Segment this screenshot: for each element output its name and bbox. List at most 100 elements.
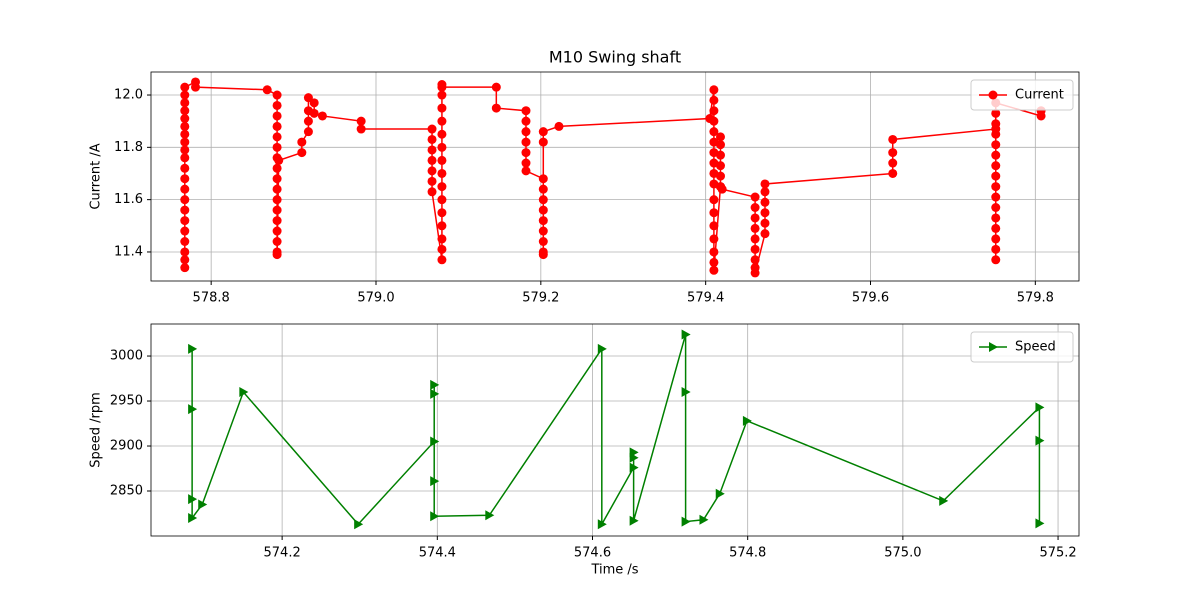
marker [180, 90, 190, 100]
marker [272, 226, 282, 236]
marker [272, 205, 282, 215]
marker [939, 495, 949, 506]
marker [430, 476, 440, 487]
marker [191, 82, 201, 92]
legend-box [970, 79, 1074, 111]
marker [262, 85, 272, 95]
marker [437, 103, 447, 113]
marker [180, 145, 190, 155]
marker [750, 213, 760, 223]
marker [538, 184, 548, 194]
legend-label: Speed [1015, 340, 1056, 355]
marker [991, 192, 1001, 202]
x-tick-label: 579.6 [852, 291, 889, 306]
marker [303, 127, 313, 137]
y-tick-label: 2850 [110, 484, 143, 499]
x-tick-label: 574.2 [264, 546, 301, 561]
marker [750, 244, 760, 254]
marker [188, 494, 198, 505]
y-tick-label: 11.4 [114, 244, 143, 259]
marker [437, 221, 447, 231]
marker [991, 129, 1001, 139]
marker [180, 82, 190, 92]
y-axis-label: Speed /rpm [89, 392, 104, 468]
marker [272, 100, 282, 110]
marker [180, 153, 190, 163]
marker [991, 244, 1001, 254]
marker [427, 124, 437, 134]
marker [717, 184, 727, 194]
y-tick-label: 12.0 [114, 88, 143, 103]
x-axis-label: Time /s [590, 563, 638, 578]
marker [538, 226, 548, 236]
marker [427, 176, 437, 186]
marker [750, 223, 760, 233]
marker [272, 111, 282, 121]
marker [303, 93, 313, 103]
marker [538, 195, 548, 205]
x-tick-label: 574.4 [419, 546, 456, 561]
marker [750, 192, 760, 202]
marker [521, 137, 531, 147]
marker [427, 166, 437, 176]
chart-title: M10 Swing shaft [549, 48, 681, 67]
marker [715, 161, 725, 171]
marker [188, 343, 198, 354]
marker [521, 158, 531, 168]
marker [180, 195, 190, 205]
marker [681, 329, 691, 340]
marker [427, 145, 437, 155]
marker [750, 268, 760, 278]
marker [760, 229, 770, 239]
marker [991, 140, 1001, 150]
marker [272, 142, 282, 152]
marker [538, 237, 548, 247]
marker [437, 234, 447, 244]
marker [991, 234, 1001, 244]
marker [437, 168, 447, 178]
marker [709, 208, 719, 218]
marker [709, 95, 719, 105]
marker [991, 171, 1001, 181]
marker [1035, 435, 1045, 446]
marker [430, 436, 440, 447]
marker [427, 134, 437, 144]
marker [180, 106, 190, 116]
marker [888, 134, 898, 144]
marker [356, 124, 366, 134]
marker [538, 250, 548, 260]
marker [437, 208, 447, 218]
y-axis-label: Current /A [89, 143, 104, 209]
marker [437, 244, 447, 254]
marker [430, 379, 440, 390]
marker [991, 150, 1001, 160]
marker [629, 515, 639, 526]
marker [709, 116, 719, 126]
marker [437, 155, 447, 165]
marker [991, 108, 1001, 118]
marker [430, 511, 440, 522]
legend-marker [989, 342, 998, 352]
marker [681, 516, 691, 527]
marker [888, 158, 898, 168]
y-tick-label: 3000 [110, 349, 143, 364]
marker [538, 174, 548, 184]
marker [597, 343, 607, 354]
x-tick-label: 575.0 [884, 546, 921, 561]
marker [485, 510, 495, 521]
marker [709, 257, 719, 267]
marker [309, 108, 319, 118]
plot-area [180, 77, 1046, 278]
marker [521, 127, 531, 137]
marker [750, 234, 760, 244]
marker [709, 127, 719, 137]
marker [629, 452, 639, 463]
marker [437, 195, 447, 205]
x-tick-label: 574.6 [574, 546, 611, 561]
marker [742, 415, 752, 426]
marker [272, 237, 282, 247]
marker [538, 205, 548, 215]
marker [991, 202, 1001, 212]
marker [188, 404, 198, 415]
marker [709, 234, 719, 244]
